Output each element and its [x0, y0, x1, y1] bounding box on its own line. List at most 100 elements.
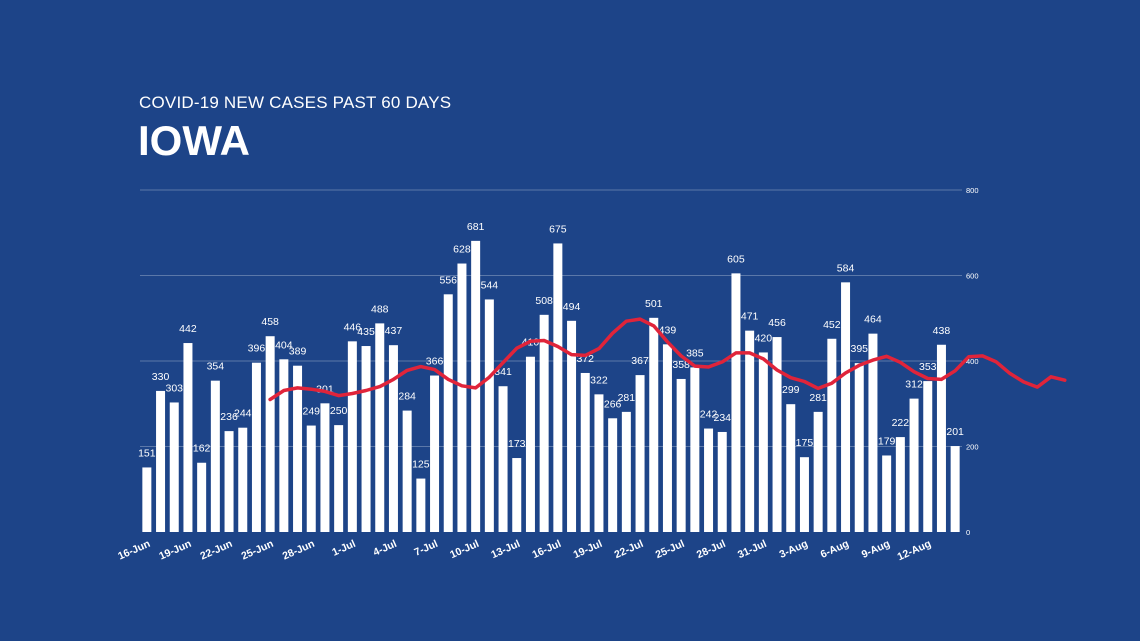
data-label: 438	[933, 325, 951, 337]
x-tick-label: 16-Jun	[116, 538, 152, 563]
x-tick-label: 22-Jun	[198, 538, 234, 563]
data-label: 249	[302, 406, 320, 418]
data-label: 628	[453, 244, 471, 256]
data-label: 353	[919, 361, 937, 373]
bar	[238, 427, 248, 532]
bar	[265, 336, 275, 532]
bar	[635, 375, 645, 532]
x-tick-label: 28-Jun	[281, 538, 317, 563]
data-label: 367	[631, 355, 649, 367]
bar	[772, 337, 782, 532]
bar	[758, 352, 768, 532]
data-label: 605	[727, 253, 745, 265]
bar	[662, 344, 672, 532]
x-tick-label: 10-Jul	[448, 538, 481, 561]
y-tick-label: 600	[966, 272, 979, 281]
x-tick-label: 25-Jun	[240, 538, 276, 563]
data-label: 435	[357, 326, 375, 338]
bar	[594, 394, 604, 532]
bar	[731, 273, 741, 532]
data-label: 494	[563, 301, 581, 313]
data-label: 173	[508, 438, 526, 450]
data-label: 501	[645, 298, 663, 310]
bar	[882, 455, 892, 532]
data-label: 358	[672, 359, 690, 371]
x-tick-label: 16-Jul	[530, 538, 563, 561]
data-label: 366	[426, 356, 444, 368]
data-label: 584	[837, 262, 855, 274]
bar	[923, 381, 933, 532]
data-label: 299	[782, 384, 800, 396]
bar	[484, 299, 494, 532]
x-tick-label: 28-Jul	[695, 538, 728, 561]
data-label: 681	[467, 221, 485, 233]
bar	[827, 338, 837, 532]
data-label: 322	[590, 374, 608, 386]
bar	[745, 330, 755, 532]
data-label: 396	[248, 343, 266, 355]
bar	[156, 390, 166, 532]
bar	[649, 317, 659, 532]
bar	[868, 333, 878, 532]
bar	[841, 282, 851, 532]
y-tick-label: 800	[966, 186, 979, 195]
x-tick-label: 31-Jul	[736, 538, 769, 561]
data-label: 420	[755, 332, 773, 344]
bar	[334, 425, 344, 532]
x-tick-label: 19-Jul	[572, 538, 605, 561]
bar	[621, 411, 631, 532]
data-label: 385	[686, 347, 704, 359]
x-tick-label: 7-Jul	[412, 538, 439, 559]
bar	[676, 378, 686, 532]
bar	[279, 359, 289, 532]
bar	[306, 425, 316, 532]
data-label: 556	[439, 274, 457, 286]
bar	[580, 372, 590, 532]
bar	[567, 320, 577, 532]
chart-title: IOWA	[138, 117, 250, 164]
data-label: 452	[823, 319, 841, 331]
data-label: 464	[864, 314, 882, 326]
bar	[388, 345, 398, 532]
bar	[416, 478, 426, 532]
data-label: 456	[768, 317, 786, 329]
bar	[347, 341, 357, 532]
data-label: 303	[165, 382, 183, 394]
data-label: 234	[713, 412, 731, 424]
data-label: 179	[878, 435, 896, 447]
data-label: 312	[905, 379, 923, 391]
data-label: 281	[809, 392, 827, 404]
bar	[457, 263, 467, 532]
bar	[704, 428, 714, 532]
bar	[539, 314, 549, 532]
bar	[361, 346, 371, 532]
x-tick-label: 13-Jul	[489, 538, 522, 561]
bar	[183, 343, 193, 532]
bar	[512, 458, 522, 532]
bar	[224, 431, 234, 532]
x-tick-label: 1-Jul	[330, 538, 357, 559]
data-label: 151	[138, 447, 156, 459]
data-label: 125	[412, 459, 430, 471]
bar	[525, 356, 535, 532]
data-label: 446	[344, 321, 362, 333]
bar	[909, 398, 919, 532]
data-label: 439	[659, 324, 677, 336]
data-label: 354	[207, 361, 225, 373]
data-label: 442	[179, 323, 197, 335]
data-label: 284	[398, 391, 416, 403]
bar	[197, 462, 207, 532]
data-label: 471	[741, 311, 759, 323]
bar	[690, 367, 700, 532]
bar	[375, 323, 385, 532]
data-label: 544	[481, 279, 499, 291]
x-tick-label: 19-Jun	[157, 538, 193, 563]
data-label: 222	[892, 417, 910, 429]
bar	[251, 362, 261, 532]
chart-subtitle: COVID-19 NEW CASES PAST 60 DAYS	[139, 93, 452, 112]
data-label: 675	[549, 223, 567, 235]
x-tick-label: 4-Jul	[371, 538, 398, 559]
bar	[443, 294, 453, 532]
y-tick-label: 0	[966, 528, 970, 537]
